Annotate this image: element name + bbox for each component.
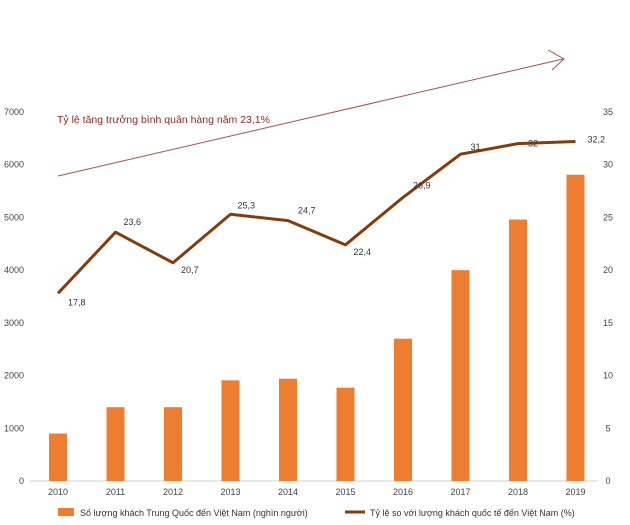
x-tick-label: 2010 (48, 487, 68, 497)
left-tick-label: 6000 (4, 160, 24, 170)
bar (49, 433, 67, 481)
bar (566, 174, 585, 482)
left-tick-label: 1000 (4, 423, 24, 433)
bar-series (49, 174, 585, 482)
right-tick-label: 5 (605, 423, 610, 433)
bar (336, 387, 355, 481)
left-tick-label: 5000 (4, 212, 24, 222)
right-tick-label: 30 (603, 160, 613, 170)
x-tick-label: 2013 (220, 487, 240, 497)
x-tick-label: 2017 (450, 487, 470, 497)
x-tick-label: 2018 (508, 487, 528, 497)
legend-label-bar: Số lượng khách Trung Quốc đến Việt Nam (… (80, 508, 308, 518)
ratio-line (56, 140, 576, 295)
line-data-label: 20,7 (181, 265, 199, 275)
left-tick-label: 7000 (4, 107, 24, 117)
bar (221, 380, 240, 481)
bar (279, 378, 297, 481)
x-tick-label: 2015 (335, 487, 355, 497)
line-data-labels: 17,8 23,6 20,7 25,3 24,7 22,4 26,9 31 32 32,2 (68, 135, 605, 308)
x-tick-label: 2016 (393, 487, 413, 497)
bar (164, 407, 182, 481)
bar (451, 270, 470, 481)
line-data-label: 17,8 (68, 297, 86, 307)
line-data-label: 25,3 (238, 200, 256, 210)
x-tick-label: 2014 (278, 487, 298, 497)
growth-annotation: Tỷ lệ tăng trưởng bình quân hàng năm 23,… (57, 49, 565, 177)
line-data-label: 22,4 (354, 247, 372, 257)
right-tick-label: 20 (603, 265, 613, 275)
trend-arrow-line (57, 58, 564, 177)
trend-arrow-head (547, 49, 565, 71)
left-tick-label: 0 (19, 476, 24, 486)
line-data-label: 24,7 (298, 206, 316, 216)
left-tick-label: 2000 (4, 371, 24, 381)
x-axis: 2010 2011 2012 2013 2014 2015 2016 2017 2018 2019 (48, 487, 586, 497)
line-data-label: 32 (528, 139, 538, 149)
line-data-label: 31 (471, 142, 481, 152)
left-axis: 0 1000 2000 3000 4000 5000 6000 7000 (4, 107, 24, 486)
right-axis: 0 5 10 15 20 25 30 35 (603, 107, 613, 486)
x-tick-label: 2019 (565, 487, 585, 497)
legend-swatch-bar (58, 508, 74, 516)
right-tick-label: 0 (605, 476, 610, 486)
line-data-label: 26,9 (413, 180, 431, 190)
right-tick-label: 15 (603, 318, 613, 328)
left-tick-label: 3000 (4, 318, 24, 328)
legend: Số lượng khách Trung Quốc đến Việt Nam (… (58, 508, 575, 518)
x-tick-label: 2012 (163, 487, 183, 497)
x-tick-label: 2011 (106, 487, 125, 497)
bar (509, 219, 527, 481)
line-data-label: 32,2 (588, 135, 606, 145)
bar (394, 338, 412, 481)
legend-label-line: Tỷ lệ so với lượng khách quốc tế đến Việ… (370, 508, 575, 518)
right-tick-label: 35 (603, 107, 613, 117)
line-data-label: 23,6 (124, 217, 142, 227)
right-tick-label: 10 (603, 371, 613, 381)
left-tick-label: 4000 (4, 265, 24, 275)
right-tick-label: 25 (603, 212, 613, 222)
growth-annotation-text: Tỷ lệ tăng trưởng bình quân hàng năm 23,… (57, 114, 270, 126)
bar (106, 407, 125, 481)
